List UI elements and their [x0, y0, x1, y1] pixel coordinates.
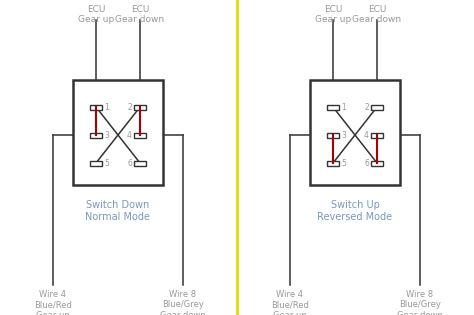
Bar [73, 80, 163, 185]
Bar [371, 105, 383, 110]
Bar [90, 133, 102, 138]
Text: Wire 4
Blue/Red
Gear up: Wire 4 Blue/Red Gear up [34, 290, 72, 315]
Text: 2: 2 [127, 102, 132, 112]
Text: 5: 5 [104, 158, 109, 168]
Bar [134, 133, 146, 138]
Bar [327, 161, 339, 165]
Bar [90, 105, 102, 110]
Text: 2: 2 [364, 102, 369, 112]
Text: 4: 4 [364, 130, 369, 140]
Bar [134, 161, 146, 165]
Bar [371, 161, 383, 165]
Text: Switch Up
Reversed Mode: Switch Up Reversed Mode [318, 200, 392, 221]
Text: 1: 1 [104, 102, 109, 112]
Text: Wire 4
Blue/Red
Gear up: Wire 4 Blue/Red Gear up [271, 290, 309, 315]
Text: ECU
Gear down: ECU Gear down [353, 5, 401, 24]
Bar [134, 105, 146, 110]
Text: ECU
Gear up: ECU Gear up [315, 5, 351, 24]
Text: 3: 3 [104, 130, 109, 140]
Bar [327, 105, 339, 110]
Bar [371, 133, 383, 138]
Bar [327, 133, 339, 138]
Bar [90, 161, 102, 165]
Text: 4: 4 [127, 130, 132, 140]
Text: 1: 1 [341, 102, 346, 112]
Text: Switch Down
Normal Mode: Switch Down Normal Mode [85, 200, 151, 221]
Bar [310, 80, 400, 185]
Text: 3: 3 [341, 130, 346, 140]
Text: Wire 8
Blue/Grey
Gear down: Wire 8 Blue/Grey Gear down [160, 290, 206, 315]
Text: 6: 6 [364, 158, 369, 168]
Text: 6: 6 [127, 158, 132, 168]
Text: ECU
Gear down: ECU Gear down [116, 5, 164, 24]
Text: Wire 8
Blue/Grey
Gear down: Wire 8 Blue/Grey Gear down [397, 290, 443, 315]
Text: 5: 5 [341, 158, 346, 168]
Text: ECU
Gear up: ECU Gear up [78, 5, 114, 24]
